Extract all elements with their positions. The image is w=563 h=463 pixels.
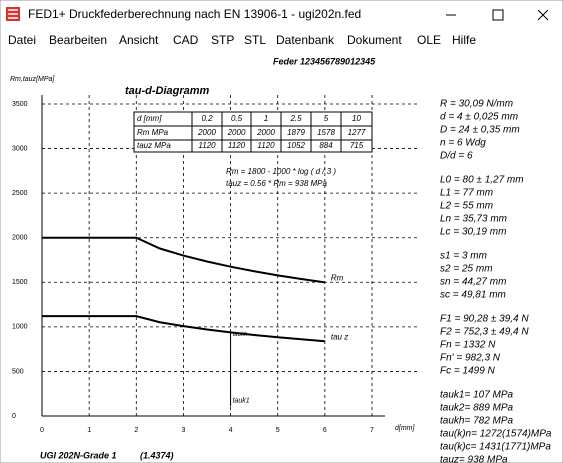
x-tick-label: 3 (181, 427, 185, 434)
result-line: s1 = 3 mm (440, 251, 487, 262)
x-tick-label: 7 (370, 427, 374, 434)
series-line (42, 315, 325, 343)
x-tick-label: 5 (276, 427, 280, 434)
app-icon-lines (8, 9, 18, 19)
menu-item[interactable]: Ansicht (119, 33, 159, 47)
y-tick-label: 500 (12, 368, 24, 375)
y-tick-label: 3500 (12, 101, 28, 108)
chart-title: tau-d-Diagramm (125, 85, 210, 97)
y-tick-label: 1500 (12, 279, 28, 286)
result-line: Ln = 35,73 mm (440, 214, 507, 225)
formula: tauz = 0.56 * Rm = 938 MPa (226, 179, 327, 188)
annotation: tauk1 (233, 397, 250, 404)
result-line: Fn' = 982,3 N (440, 353, 501, 364)
series-line (42, 236, 325, 284)
result-line: tauk1= 107 MPa (440, 390, 514, 401)
result-line: L1 = 77 mm (440, 188, 493, 199)
x-tick-label: 6 (323, 427, 327, 434)
table-bg (133, 111, 373, 153)
menu-item[interactable]: STL (244, 33, 266, 47)
table-cell: 0.5 (231, 114, 243, 123)
result-line: tau(k)c= 1431(1771)MPa (440, 442, 551, 453)
menu-item[interactable]: CAD (173, 33, 199, 47)
result-line: F1 = 90,28 ± 39,4 N (440, 314, 529, 325)
table-cell: 10 (352, 114, 361, 123)
table-cell: 715 (350, 141, 364, 150)
maximize-button[interactable] (492, 9, 504, 21)
table-cell: 0.2 (201, 114, 213, 123)
spring-id: Feder 123456789012345 (273, 56, 376, 66)
result-line: D/d = 6 (440, 151, 473, 162)
table-cell: Rm MPa (137, 128, 169, 137)
table-cell: 1578 (317, 128, 335, 137)
result-line: sn = 44,27 mm (440, 277, 506, 288)
table-cell: 884 (319, 141, 333, 150)
table-cell: 1120 (257, 141, 275, 150)
menu-item[interactable]: Datenbank (276, 33, 335, 47)
table-cell: 1120 (198, 141, 216, 150)
annotation: taukh (233, 332, 248, 338)
result-line: n = 6 Wdg (440, 138, 486, 149)
x-axis-label: d[mm] (395, 425, 416, 432)
table-cell: 1 (264, 114, 268, 123)
result-line: L2 = 55 mm (440, 201, 493, 212)
x-tick-label: 2 (134, 427, 138, 434)
result-line: tau(k)n= 1272(1574)MPa (440, 429, 552, 440)
table-cell: 1120 (228, 141, 246, 150)
y-tick-label: 1000 (12, 324, 28, 331)
result-line: F2 = 752,3 ± 49,4 N (440, 327, 529, 338)
menu-item[interactable]: Dokument (347, 33, 402, 47)
y-tick-label: 2000 (12, 235, 28, 242)
table-cell: 5 (324, 114, 329, 123)
table-cell: 1277 (348, 128, 366, 137)
result-line: R = 30,09 N/mm (440, 99, 513, 110)
x-tick-label: 0 (40, 427, 44, 434)
result-line: L0 = 80 ± 1,27 mm (440, 175, 524, 186)
result-line: tauk2= 889 MPa (440, 403, 514, 414)
result-line: D = 24 ± 0,35 mm (440, 125, 520, 136)
window-title: FED1+ Druckfederberechnung nach EN 13906… (28, 7, 361, 21)
table-cell: 2000 (197, 128, 216, 137)
menu-item[interactable]: Hilfe (452, 33, 476, 47)
y-tick-label: 3000 (12, 145, 28, 152)
y-tick-label: 2500 (12, 190, 28, 197)
result-line: Lc = 30,19 mm (440, 227, 506, 238)
result-line: s2 = 25 mm (440, 264, 493, 275)
result-line: taukh= 782 MPa (440, 416, 514, 427)
results-panel: R = 30,09 N/mm d = 4 ± 0,025 mm D = 24 ± 0… (440, 99, 552, 463)
x-tick-label: 1 (87, 427, 91, 434)
material: UGI 202N-Grade 1 (40, 450, 117, 460)
result-line: Fc = 1499 N (440, 366, 496, 377)
result-line: Fn = 1332 N (440, 340, 496, 351)
result-line: sc = 49,81 mm (440, 290, 506, 301)
table-cell: 1052 (287, 141, 305, 150)
series-label: tau z (331, 332, 348, 341)
x-tick-label: 4 (229, 427, 233, 434)
table-cell: 2000 (227, 128, 246, 137)
y-axis-label: Rm,tauz[MPa] (10, 76, 55, 83)
chart: 0 500 1000 1500 2000 2500 3000 3500 0 1 2 3 4 5 6 7 Rm,t… (10, 76, 420, 434)
series-label: Rm (331, 273, 344, 282)
menu-bar: Datei Bearbeiten Ansicht CAD STP STL Datenbank… (8, 33, 476, 47)
table-cell: 1879 (287, 128, 305, 137)
menu-item[interactable]: Bearbeiten (49, 33, 107, 47)
table-cell: 2000 (256, 128, 275, 137)
result-line: d = 4 ± 0,025 mm (440, 112, 518, 123)
close-button[interactable] (537, 9, 549, 21)
menu-item[interactable]: STP (211, 33, 234, 47)
menu-item[interactable]: OLE (417, 33, 441, 47)
table-cell: tauz MPa (137, 141, 171, 150)
formula: Rm = 1800 - 1000 * log ( d / 3 ) (226, 167, 336, 176)
menu-item[interactable]: Datei (8, 33, 36, 47)
material-number: (1.4374) (140, 450, 174, 460)
y-tick-label: 0 (12, 413, 16, 420)
result-line: tauz= 938 MPa (440, 455, 508, 463)
table-cell: d [mm] (137, 114, 162, 123)
table-cell: 2.5 (289, 114, 302, 123)
